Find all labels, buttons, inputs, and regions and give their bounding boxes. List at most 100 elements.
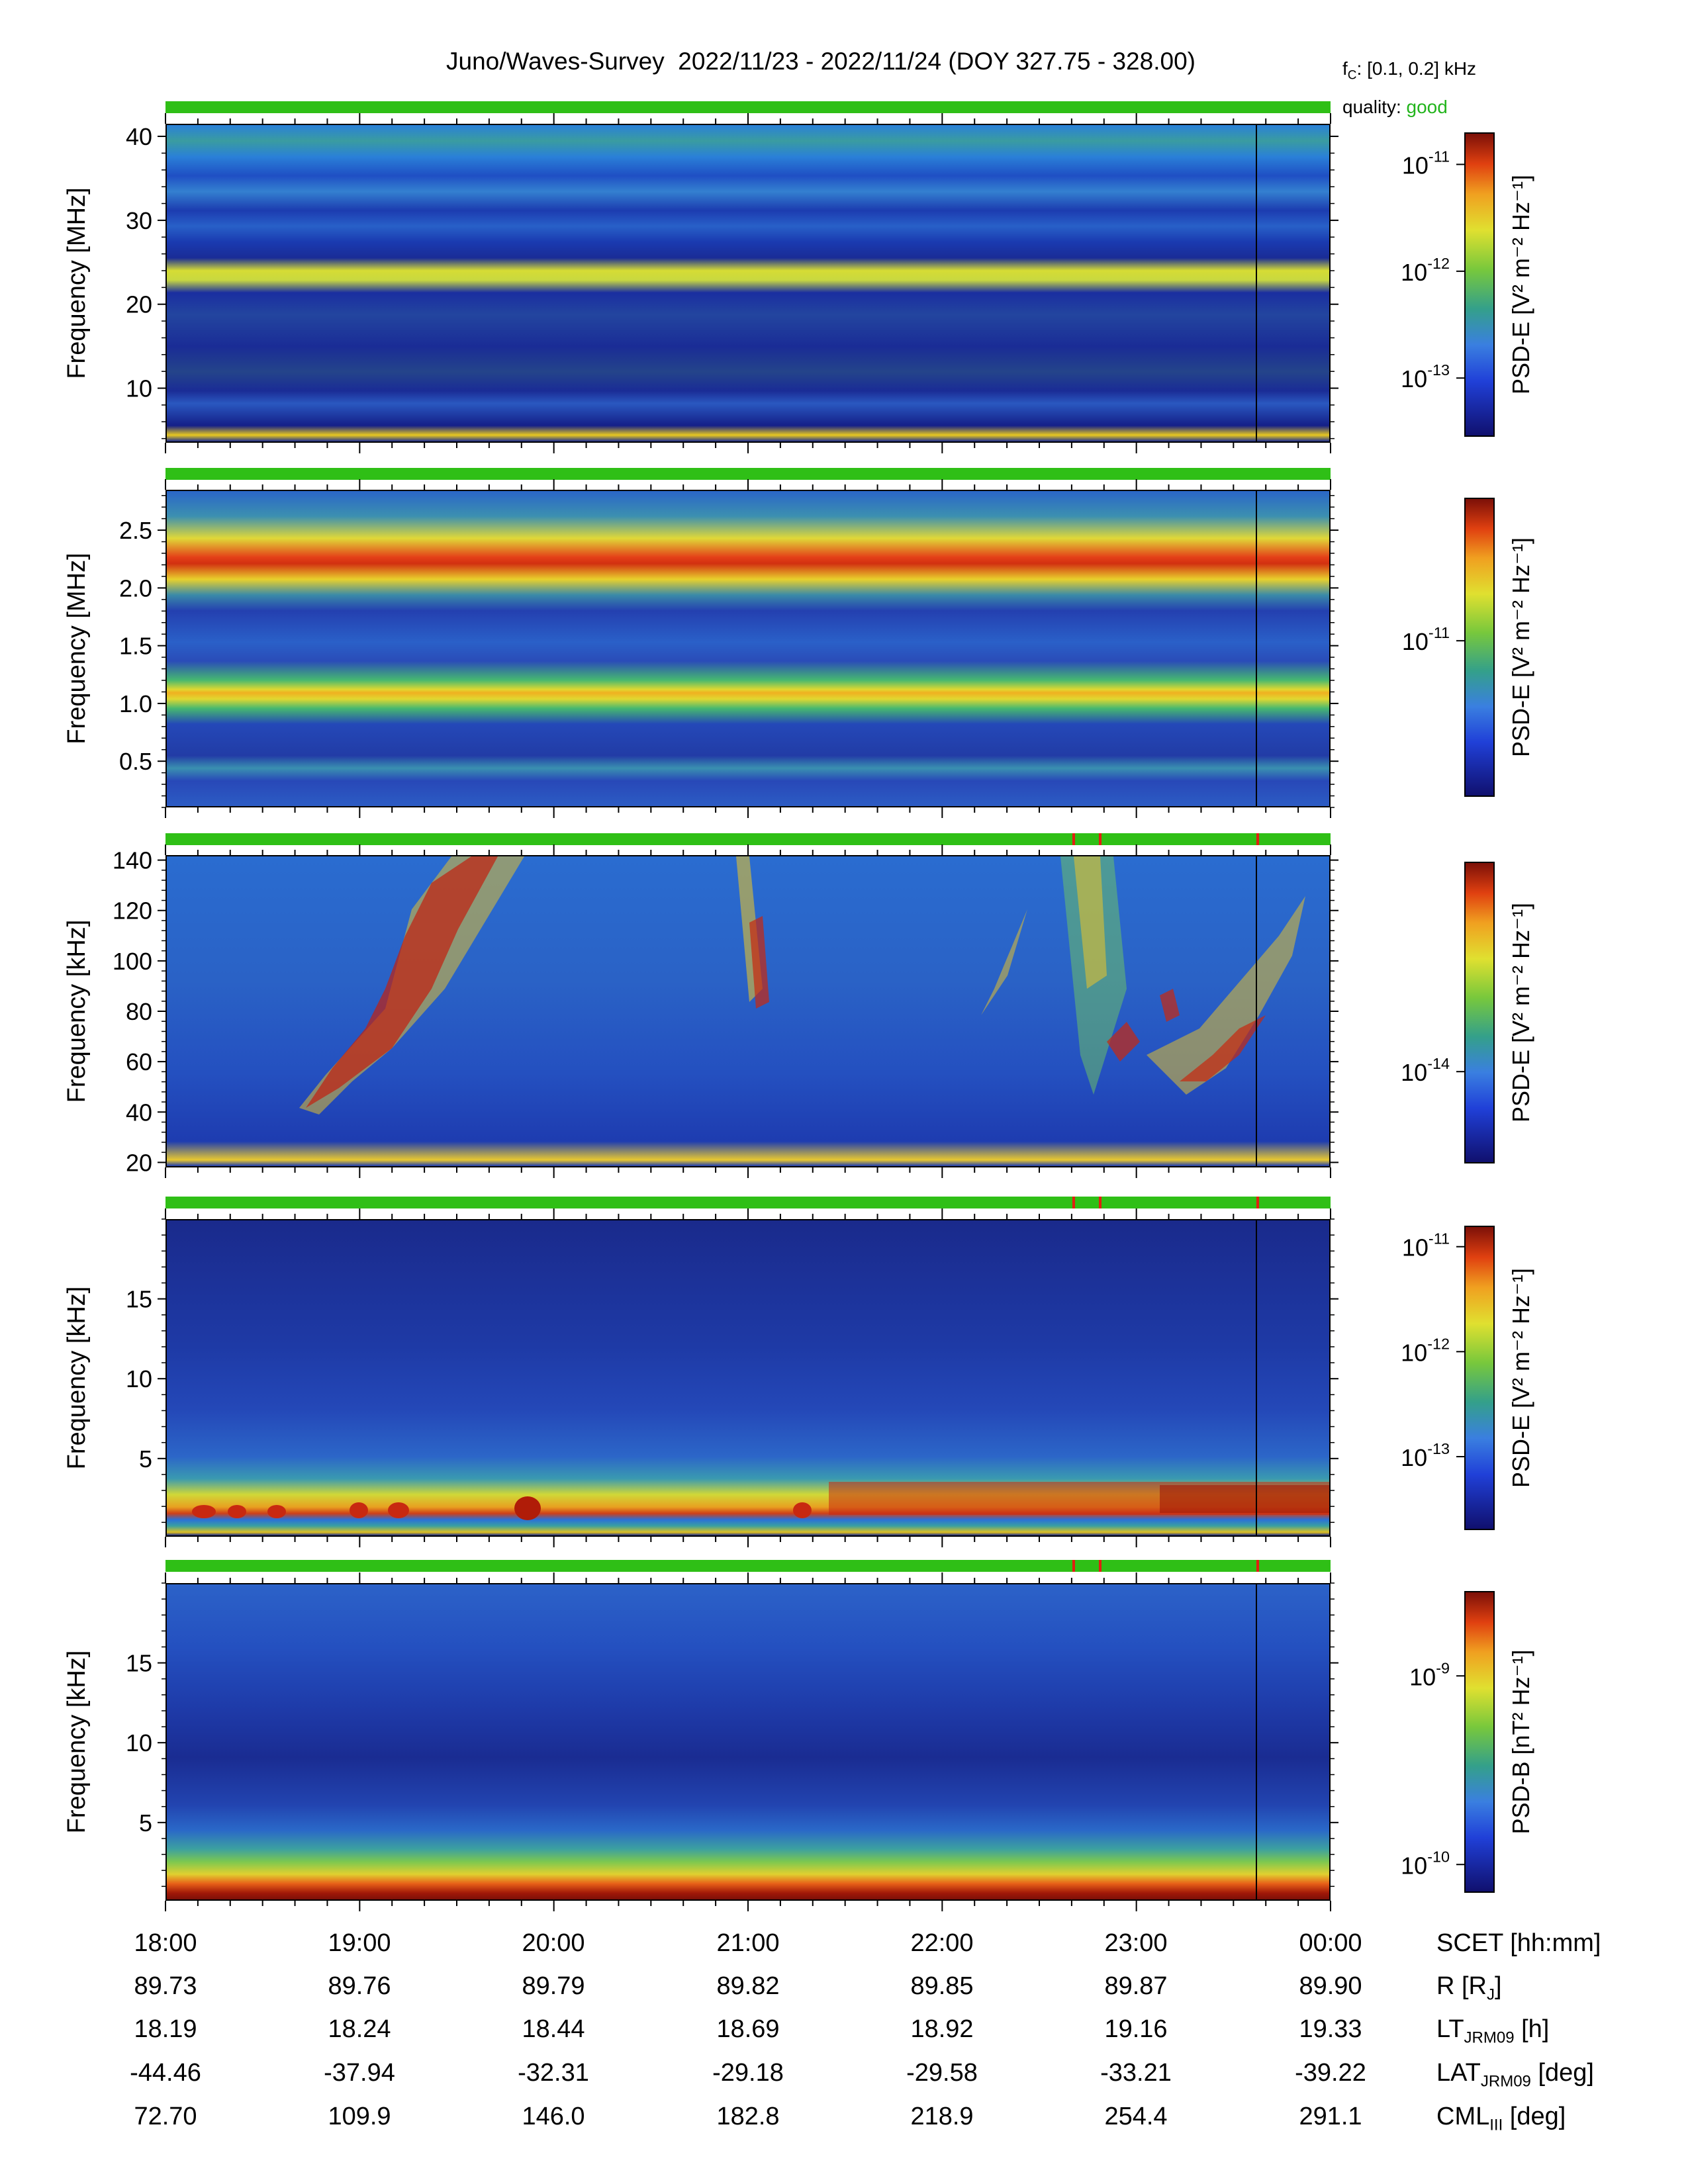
x-axis-value: 109.9	[328, 2103, 391, 2130]
y-tick-label: 120	[113, 897, 152, 925]
y-tick-label: 10	[126, 1365, 152, 1392]
x-axis-value: 182.8	[716, 2103, 780, 2130]
y-tick-label: 5	[139, 1445, 152, 1473]
x-axis-row-label: SCET [hh:mm]	[1436, 1929, 1601, 1957]
y-axis-label: Frequency [kHz]	[63, 1287, 91, 1470]
quality-flag-mark	[1256, 833, 1259, 845]
spectrogram-panel-1	[165, 124, 1331, 443]
x-axis-row: 89.73 89.76 89.79 89.82 89.85 89.87 89.90 R [RJ…	[0, 1972, 1688, 2005]
x-axis-value: 89.87	[1104, 1972, 1168, 2000]
quality-flag-mark	[1256, 1197, 1259, 1208]
quality-flag-mark	[1072, 1560, 1075, 1572]
x-axis-value: 254.4	[1104, 2103, 1168, 2130]
colorbar-tick-label: 10-10	[1401, 1848, 1450, 1879]
colorbar-tick-label: 10-11	[1402, 624, 1450, 655]
quality-flag-mark	[1072, 1197, 1075, 1208]
x-axis-value: -32.31	[518, 2059, 589, 2087]
y-axis-label: Frequency [MHz]	[63, 553, 91, 744]
x-axis-value: -44.46	[130, 2059, 201, 2087]
y-tick-label: 2.5	[119, 517, 152, 544]
y-tick-label: 80	[126, 998, 152, 1025]
colorbar-3	[1464, 862, 1495, 1163]
y-tick-label: 0.5	[119, 748, 152, 775]
x-axis-value: 146.0	[522, 2103, 585, 2130]
colorbar-tick-label: 10-11	[1402, 1230, 1450, 1261]
x-axis-value: 20:00	[522, 1929, 585, 1957]
quality-value: good	[1406, 97, 1448, 117]
colorbar-label: PSD-E [V² m⁻² Hz⁻¹]	[1507, 903, 1534, 1122]
spectrogram-panel-5	[165, 1583, 1331, 1901]
x-axis-value: 21:00	[716, 1929, 780, 1957]
x-axis-row: 72.70 109.9 146.0 182.8 218.9 254.4 291.1 CMLII…	[0, 2103, 1688, 2136]
quality-flag-mark	[1099, 1560, 1102, 1572]
colorbar-tick-label: 10-9	[1409, 1659, 1450, 1690]
y-tick-label: 30	[126, 207, 152, 234]
y-tick-label: 5	[139, 1809, 152, 1837]
x-axis-value: 19.33	[1299, 2015, 1362, 2043]
quality-flag-mark	[1099, 1197, 1102, 1208]
x-axis-value: 72.70	[134, 2103, 197, 2130]
spectrogram-panel-3	[165, 855, 1331, 1167]
y-axis-label: Frequency [kHz]	[63, 920, 91, 1103]
colorbar-label: PSD-E [V² m⁻² Hz⁻¹]	[1507, 175, 1534, 394]
colorbar-4	[1464, 1226, 1495, 1530]
x-axis-row-label: CMLIII [deg]	[1436, 2103, 1566, 2134]
y-tick-label: 40	[126, 123, 152, 150]
colorbar-tick-label: 10-12	[1401, 255, 1450, 286]
spectrogram-panel-4	[165, 1219, 1331, 1537]
x-axis-value: 218.9	[910, 2103, 974, 2130]
y-tick-label: 100	[113, 948, 152, 975]
y-tick-label: 10	[126, 1729, 152, 1756]
y-tick-label: 60	[126, 1048, 152, 1075]
y-axis-label: Frequency [kHz]	[63, 1651, 91, 1834]
y-tick-label: 10	[126, 375, 152, 402]
x-axis-value: 89.79	[522, 1972, 585, 2000]
x-axis-row: -44.46 -37.94 -32.31 -29.18 -29.58 -33.21 -39.…	[0, 2059, 1688, 2092]
fc-label: fC: [0.1, 0.2] kHz	[1342, 58, 1477, 83]
quality-strip-4	[165, 1197, 1331, 1208]
colorbar-tick-label: 10-12	[1401, 1335, 1450, 1366]
x-axis-value: 23:00	[1104, 1929, 1168, 1957]
x-axis-value: 291.1	[1299, 2103, 1362, 2130]
x-axis-value: 18.92	[910, 2015, 974, 2043]
quality-strip-3	[165, 833, 1331, 845]
panel-3-emissions	[299, 856, 1305, 1115]
x-axis-value: 18.24	[328, 2015, 391, 2043]
y-tick-label: 20	[126, 1149, 152, 1176]
y-tick-label: 20	[126, 291, 152, 318]
colorbar-label: PSD-E [V² m⁻² Hz⁻¹]	[1507, 537, 1534, 757]
x-axis-value: -33.21	[1100, 2059, 1172, 2087]
quality-label: quality: good	[1342, 97, 1448, 117]
x-axis-value: -39.22	[1295, 2059, 1366, 2087]
quality-strip-5	[165, 1560, 1331, 1572]
colorbar-2	[1464, 498, 1495, 797]
colorbar-tick-label: 10-14	[1401, 1055, 1450, 1086]
x-axis-value: 89.82	[716, 1972, 780, 2000]
plot-title: Juno/Waves-Survey 2022/11/23 - 2022/11/2…	[446, 48, 1196, 75]
y-axis-label: Frequency [MHz]	[63, 187, 91, 379]
colorbar-tick-label: 10-13	[1401, 361, 1450, 392]
x-axis-row-label: LTJRM09 [h]	[1436, 2015, 1550, 2047]
x-axis-value: 19.16	[1104, 2015, 1168, 2043]
x-axis-value: 89.85	[910, 1972, 974, 2000]
y-tick-label: 140	[113, 847, 152, 874]
x-axis-value: 18.69	[716, 2015, 780, 2043]
y-tick-label: 15	[126, 1650, 152, 1677]
spectrogram-panel-2	[165, 490, 1331, 807]
x-axis-value: -37.94	[324, 2059, 395, 2087]
x-axis-value: 18.44	[522, 2015, 585, 2043]
x-axis-value: 18.19	[134, 2015, 197, 2043]
colorbar-1	[1464, 132, 1495, 437]
x-axis-value: 22:00	[910, 1929, 974, 1957]
y-tick-label: 2.0	[119, 574, 152, 602]
colorbar-label: PSD-E [V² m⁻² Hz⁻¹]	[1507, 1268, 1534, 1488]
x-axis-value: 89.90	[1299, 1972, 1362, 2000]
quality-flag-mark	[1072, 833, 1075, 845]
x-axis-row: 18.19 18.24 18.44 18.69 18.92 19.16 19.33 LTJRM…	[0, 2015, 1688, 2048]
quality-flag-mark	[1099, 833, 1102, 845]
x-axis-value: 18:00	[134, 1929, 197, 1957]
y-tick-label: 1.5	[119, 633, 152, 660]
panel-4-emissions	[192, 1482, 1329, 1520]
x-axis-row: 18:00 19:00 20:00 21:00 22:00 23:00 00:00 SCET …	[0, 1929, 1688, 1962]
